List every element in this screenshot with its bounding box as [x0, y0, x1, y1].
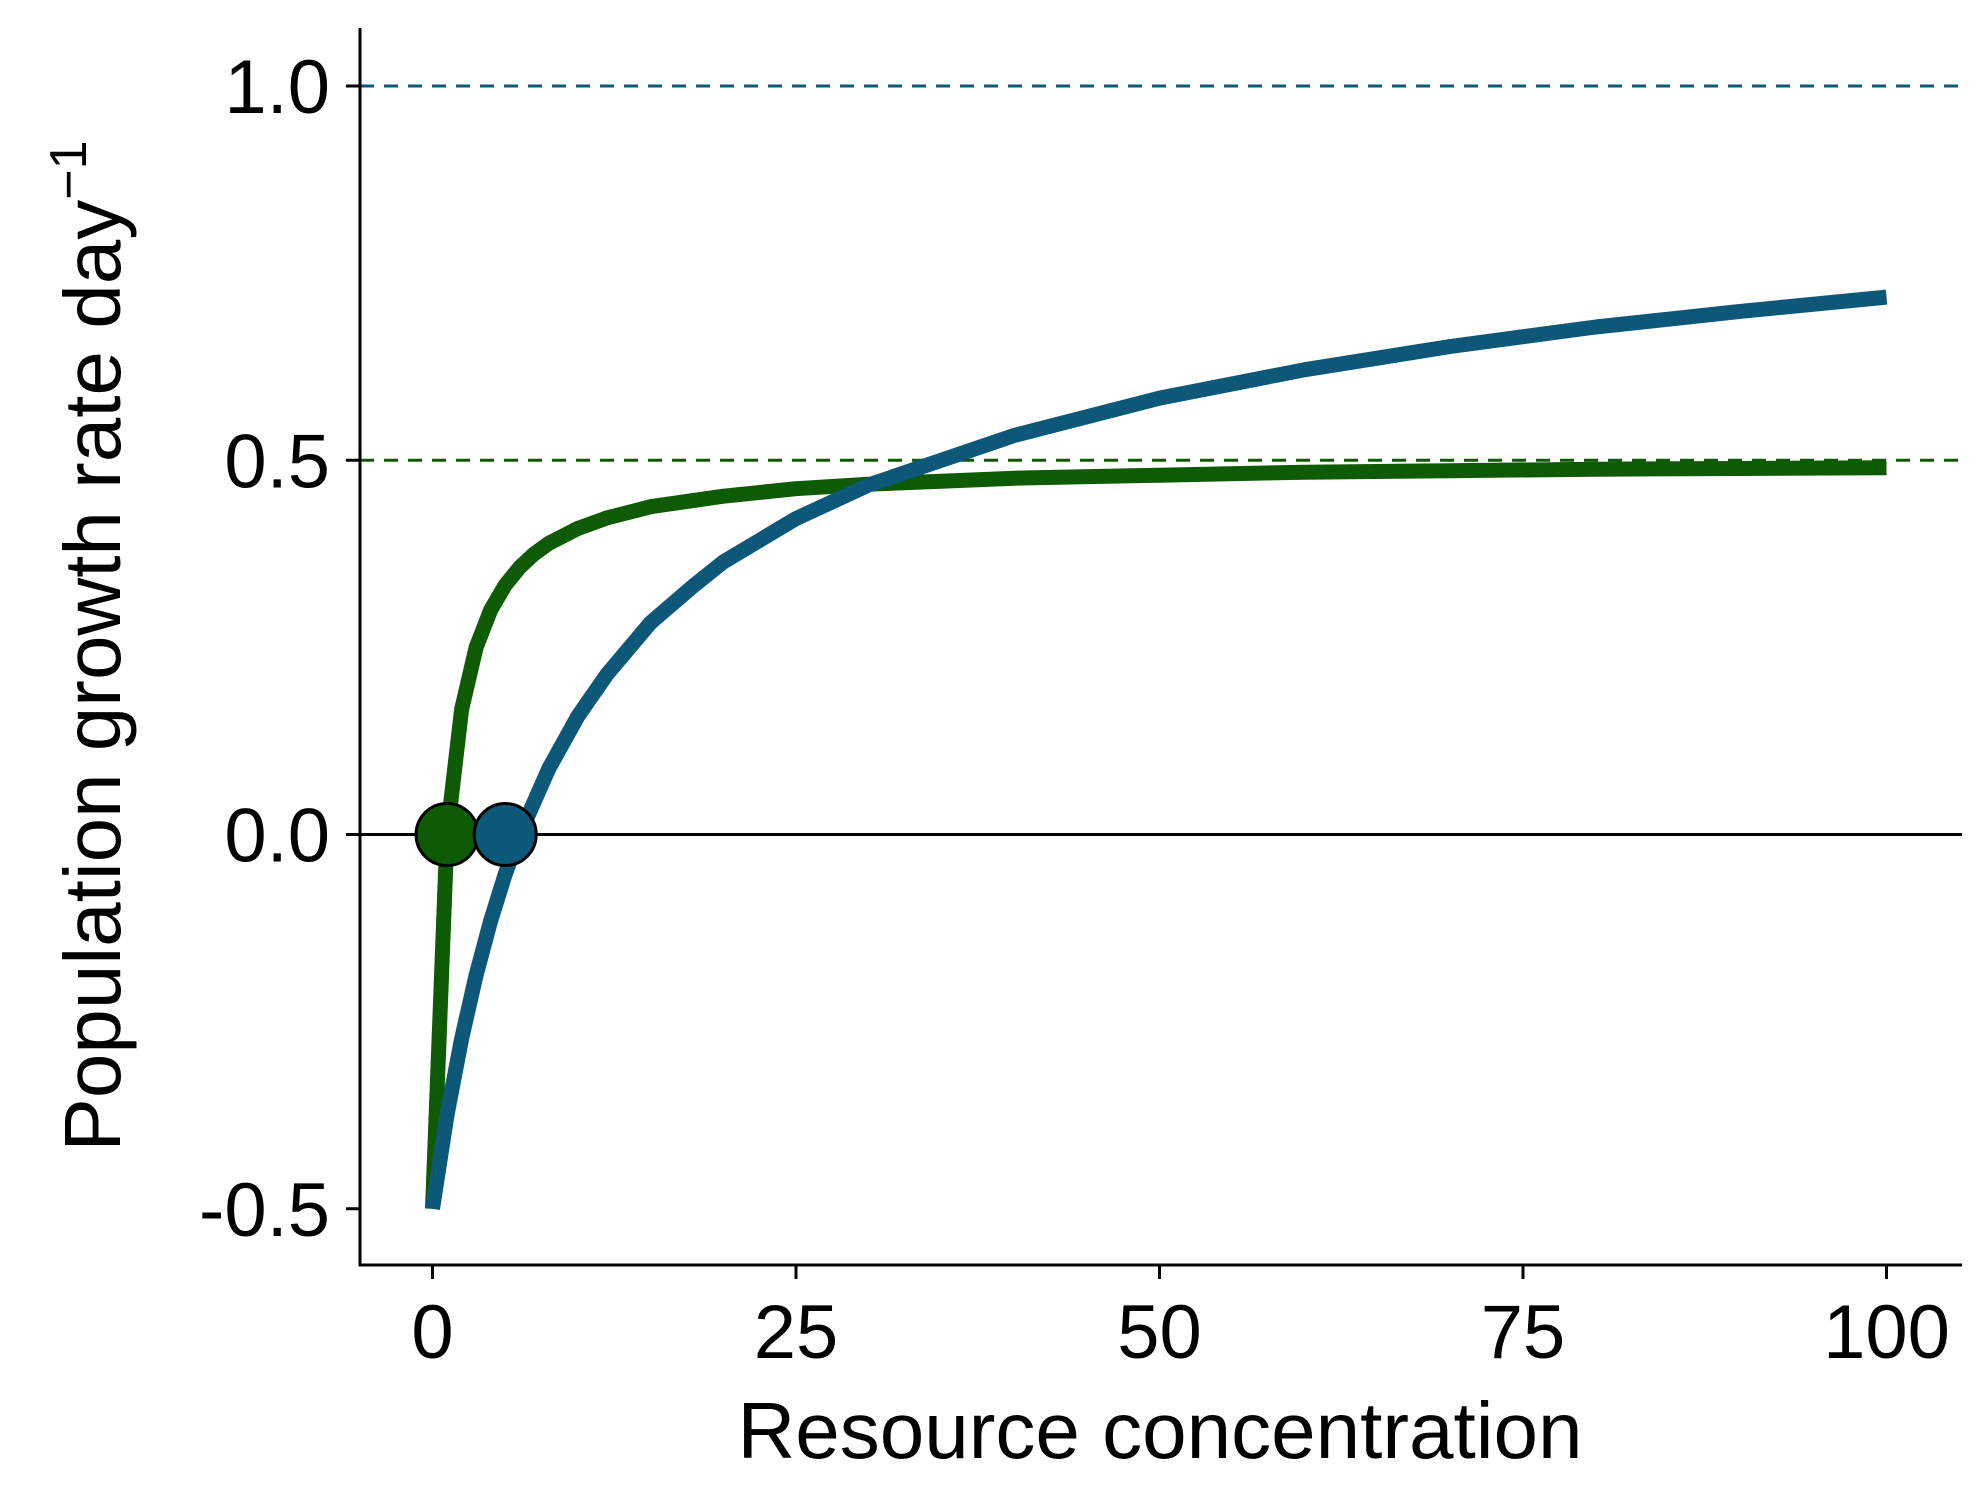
- x-tick-label: 25: [754, 1290, 839, 1375]
- x-tick-label: 50: [1117, 1290, 1202, 1375]
- x-axis-label: Resource concentration: [738, 1386, 1583, 1475]
- root-point-2: [472, 802, 538, 867]
- x-tick-label: 0: [411, 1290, 453, 1375]
- y-axis-ticks: -0.5 0.0 0.5 1.0: [199, 45, 360, 1253]
- y-tick-label: -0.5: [199, 1168, 330, 1253]
- x-tick-label: 75: [1481, 1290, 1566, 1375]
- y-axis-label: Population growth rate day−1: [40, 140, 137, 1151]
- root-points: [414, 802, 538, 867]
- x-axis-ticks: 0 25 50 75 100: [411, 1265, 1950, 1375]
- y-axis-label-main: Population growth rate day: [48, 200, 137, 1152]
- y-tick-label: 0.5: [224, 419, 330, 504]
- axes: [358, 28, 1962, 1267]
- x-tick-label: 100: [1823, 1290, 1950, 1375]
- curves: [425, 289, 1888, 1210]
- root-point-1: [414, 802, 480, 867]
- growth-curve-2: [425, 289, 1888, 1210]
- y-tick-label: 1.0: [224, 45, 330, 130]
- y-tick-label: 0.0: [224, 794, 330, 879]
- growth-curve-1: [425, 460, 1887, 1210]
- asymptote-lines: [360, 84, 1962, 462]
- y-axis-label-superscript: −1: [40, 140, 98, 199]
